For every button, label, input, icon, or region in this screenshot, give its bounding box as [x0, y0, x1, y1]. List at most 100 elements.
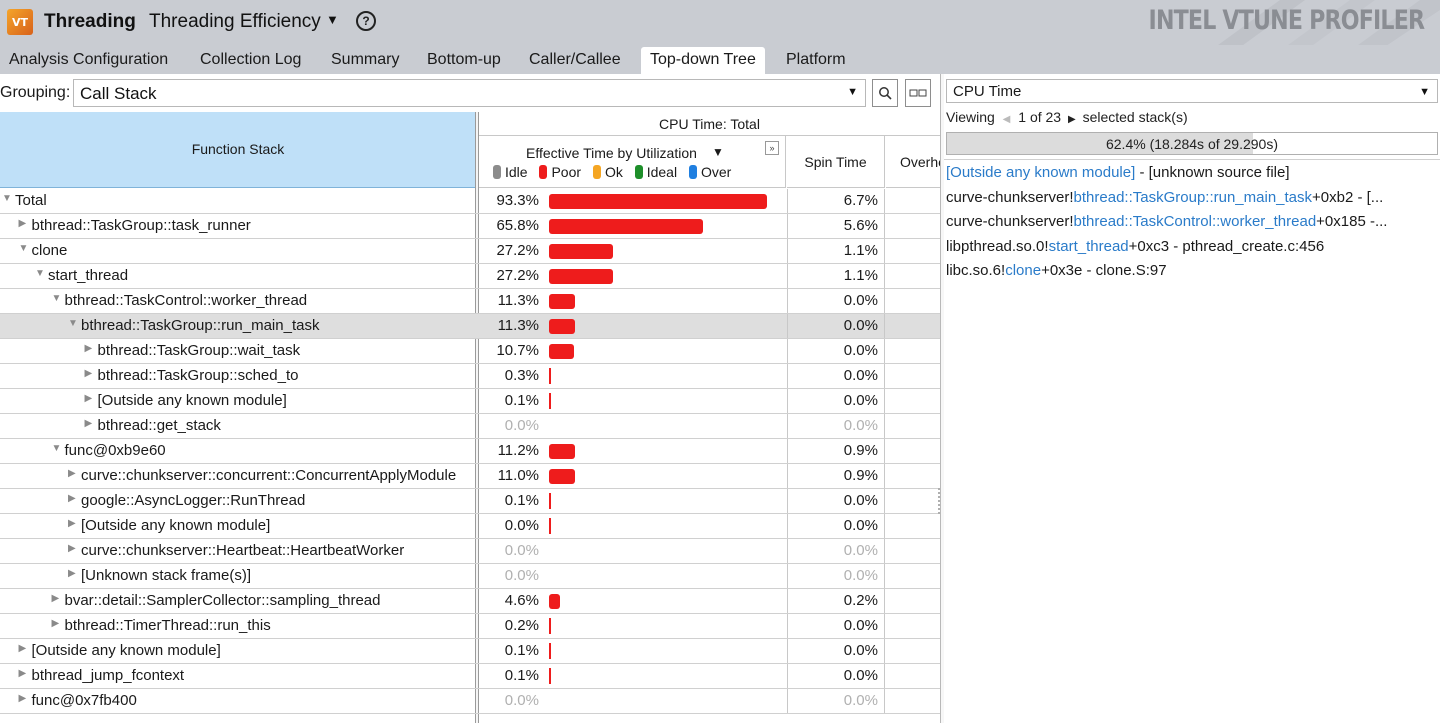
expand-icon[interactable]: ▶	[51, 593, 60, 604]
table-row[interactable]: ▶ curve::chunkserver::Heartbeat::Heartbea…	[0, 539, 940, 564]
table-row[interactable]: ▶ bthread::get_stack 0.0% 0.0%	[0, 414, 940, 439]
spin-time-value: 0.0%	[843, 392, 878, 409]
legend-poor: Poor	[539, 164, 581, 180]
tab-top-down-tree[interactable]: Top-down Tree	[641, 47, 765, 74]
stack-frame[interactable]: curve-chunkserver!bthread::TaskControl::…	[946, 213, 1387, 230]
expand-icon[interactable]: ▶	[18, 668, 27, 679]
help-icon[interactable]: ?	[356, 11, 376, 31]
expand-columns-button[interactable]: »	[765, 141, 779, 155]
table-row[interactable]: ▼ Total 93.3% 6.7%	[0, 189, 940, 214]
expand-icon[interactable]: ▶	[68, 468, 76, 479]
tab-platform[interactable]: Platform	[786, 51, 846, 68]
effective-time-value: 0.0%	[504, 542, 539, 559]
table-row[interactable]: ▶ func@0x7fb400 0.0% 0.0%	[0, 689, 940, 714]
spin-time-cell: 1.1%	[787, 239, 885, 263]
tab-collection-log[interactable]: Collection Log	[200, 51, 302, 68]
effective-time-value: 4.6%	[504, 592, 539, 609]
poor-utilization-bar	[549, 244, 613, 259]
expand-icon[interactable]: ▶	[18, 218, 27, 229]
table-row[interactable]: ▼ func@0xb9e60 11.2% 0.9%	[0, 439, 940, 464]
table-row[interactable]: ▼ start_thread 27.2% 1.1%	[0, 264, 940, 289]
metric-select[interactable]: CPU Time ▼	[946, 79, 1438, 103]
selected-stacks-label: selected stack(s)	[1082, 109, 1188, 125]
table-row[interactable]: ▶ curve::chunkserver::concurrent::Concurr…	[0, 464, 940, 489]
table-row[interactable]: ▶ bthread::TaskGroup::task_runner 65.8% 5.6…	[0, 214, 940, 239]
expand-icon[interactable]: ▶	[84, 393, 93, 404]
stack-frame[interactable]: libc.so.6!clone+0x3e - clone.S:97	[946, 262, 1167, 279]
table-row[interactable]: ▶ bthread::TaskGroup::sched_to 0.3% 0.0%	[0, 364, 940, 389]
search-button[interactable]	[872, 79, 898, 107]
stack-frame-link[interactable]: [Outside any known module]	[946, 164, 1136, 181]
collapse-icon[interactable]: ▼	[18, 243, 29, 254]
expand-icon[interactable]: ▶	[84, 368, 93, 379]
table-row[interactable]: ▶ [Outside any known module] 0.1% 0.0%	[0, 389, 940, 414]
expand-icon[interactable]: ▶	[18, 693, 27, 704]
expand-icon[interactable]: ▶	[18, 643, 27, 654]
table-row[interactable]: ▶ bthread::TimerThread::run_this 0.2% 0.0%	[0, 614, 940, 639]
table-row[interactable]: ▶ bvar::detail::SamplerCollector::samplin…	[0, 589, 940, 614]
tab-analysis-configuration[interactable]: Analysis Configuration	[9, 51, 169, 68]
chevron-down-icon: ▼	[847, 86, 858, 98]
effective-time-value: 0.0%	[504, 517, 539, 534]
stack-frame-link[interactable]: bthread::TaskGroup::run_main_task	[1073, 188, 1313, 206]
column-toggle-button[interactable]	[905, 79, 931, 107]
table-row[interactable]: ▶ [Outside any known module] 0.0% 0.0%	[0, 514, 940, 539]
splitter-grip[interactable]	[938, 488, 942, 514]
stack-frame[interactable]: libpthread.so.0!start_thread+0xc3 - pthr…	[946, 238, 1324, 255]
effective-time-value: 0.0%	[504, 567, 539, 584]
stack-frame-link[interactable]: start_thread	[1048, 237, 1129, 255]
table-row[interactable]: ▼ bthread::TaskGroup::run_main_task 11.3% 0…	[0, 314, 940, 339]
prev-stack-icon[interactable]: ◀	[1002, 114, 1011, 125]
grid-splitter[interactable]	[475, 112, 479, 723]
poor-utilization-bar	[549, 668, 551, 684]
function-name: bthread::TaskControl::worker_thread	[64, 292, 308, 309]
collapse-icon[interactable]: ▼	[2, 193, 12, 204]
grouping-select[interactable]: Call Stack ▼	[73, 79, 866, 107]
table-row[interactable]: ▶ bthread_jump_fcontext 0.1% 0.0%	[0, 664, 940, 689]
analysis-type-label[interactable]: Threading Efficiency	[149, 11, 321, 32]
poor-utilization-bar	[549, 618, 551, 634]
next-stack-icon[interactable]: ▶	[1067, 114, 1076, 125]
spin-time-value: 0.2%	[843, 592, 878, 609]
table-row[interactable]: ▼ clone 27.2% 1.1%	[0, 239, 940, 264]
expand-icon[interactable]: ▶	[68, 568, 76, 579]
expand-icon[interactable]: ▶	[68, 493, 76, 504]
poor-utilization-bar	[549, 344, 574, 359]
table-row[interactable]: ▶ bthread::TaskGroup::wait_task 10.7% 0.0%	[0, 339, 940, 364]
spin-time-header-label: Spin Time	[804, 154, 867, 170]
table-row[interactable]: ▶ google::AsyncLogger::RunThread 0.1% 0.0%	[0, 489, 940, 514]
chevron-down-icon[interactable]: ▼	[326, 12, 339, 27]
table-row[interactable]: ▶ [Outside any known module] 0.1% 0.0%	[0, 639, 940, 664]
function-stack-header[interactable]: Function Stack	[0, 112, 476, 188]
stack-frame-link[interactable]: clone	[1005, 262, 1042, 279]
stack-counter: 1 of 23	[1018, 109, 1062, 125]
spin-time-cell: 0.0%	[787, 364, 885, 388]
table-row[interactable]: ▼ bthread::TaskControl::worker_thread 11.3…	[0, 289, 940, 314]
panel-splitter[interactable]	[940, 74, 944, 723]
table-row[interactable]: ▶ [Unknown stack frame(s)] 0.0% 0.0%	[0, 564, 940, 589]
stack-frame[interactable]: curve-chunkserver!bthread::TaskGroup::ru…	[946, 189, 1383, 206]
tab-caller-callee[interactable]: Caller/Callee	[529, 51, 621, 68]
expand-icon[interactable]: ▶	[84, 418, 93, 429]
function-name: bthread::TaskGroup::task_runner	[31, 217, 251, 234]
overhead-time-header[interactable]: Overhead Time	[886, 136, 940, 188]
expand-icon[interactable]: ▶	[68, 518, 76, 529]
stack-frame-text: curve-chunkserver!	[946, 188, 1074, 206]
effective-time-value: 27.2%	[496, 242, 539, 259]
collapse-icon[interactable]: ▼	[35, 268, 45, 279]
spin-time-cell: 0.0%	[787, 414, 885, 438]
function-cell: ▶ bthread::TaskGroup::wait_task	[0, 339, 475, 363]
collapse-icon[interactable]: ▼	[51, 443, 62, 454]
expand-icon[interactable]: ▶	[51, 618, 60, 629]
collapse-icon[interactable]: ▼	[68, 318, 78, 329]
collapse-icon[interactable]: ▼	[51, 293, 62, 304]
expand-icon[interactable]: ▶	[68, 543, 76, 554]
sort-desc-icon: ▼	[712, 145, 724, 159]
spin-time-header[interactable]: Spin Time	[787, 136, 885, 188]
expand-icon[interactable]: ▶	[84, 343, 93, 354]
stack-frame-link[interactable]: bthread::TaskControl::worker_thread	[1073, 213, 1317, 230]
tab-bottom-up[interactable]: Bottom-up	[427, 51, 501, 68]
stack-frame[interactable]: [Outside any known module] - [unknown so…	[946, 164, 1290, 181]
effective-time-header[interactable]: Effective Time by Utilization ▼ » Idle P…	[479, 136, 786, 188]
tab-summary[interactable]: Summary	[331, 51, 400, 68]
